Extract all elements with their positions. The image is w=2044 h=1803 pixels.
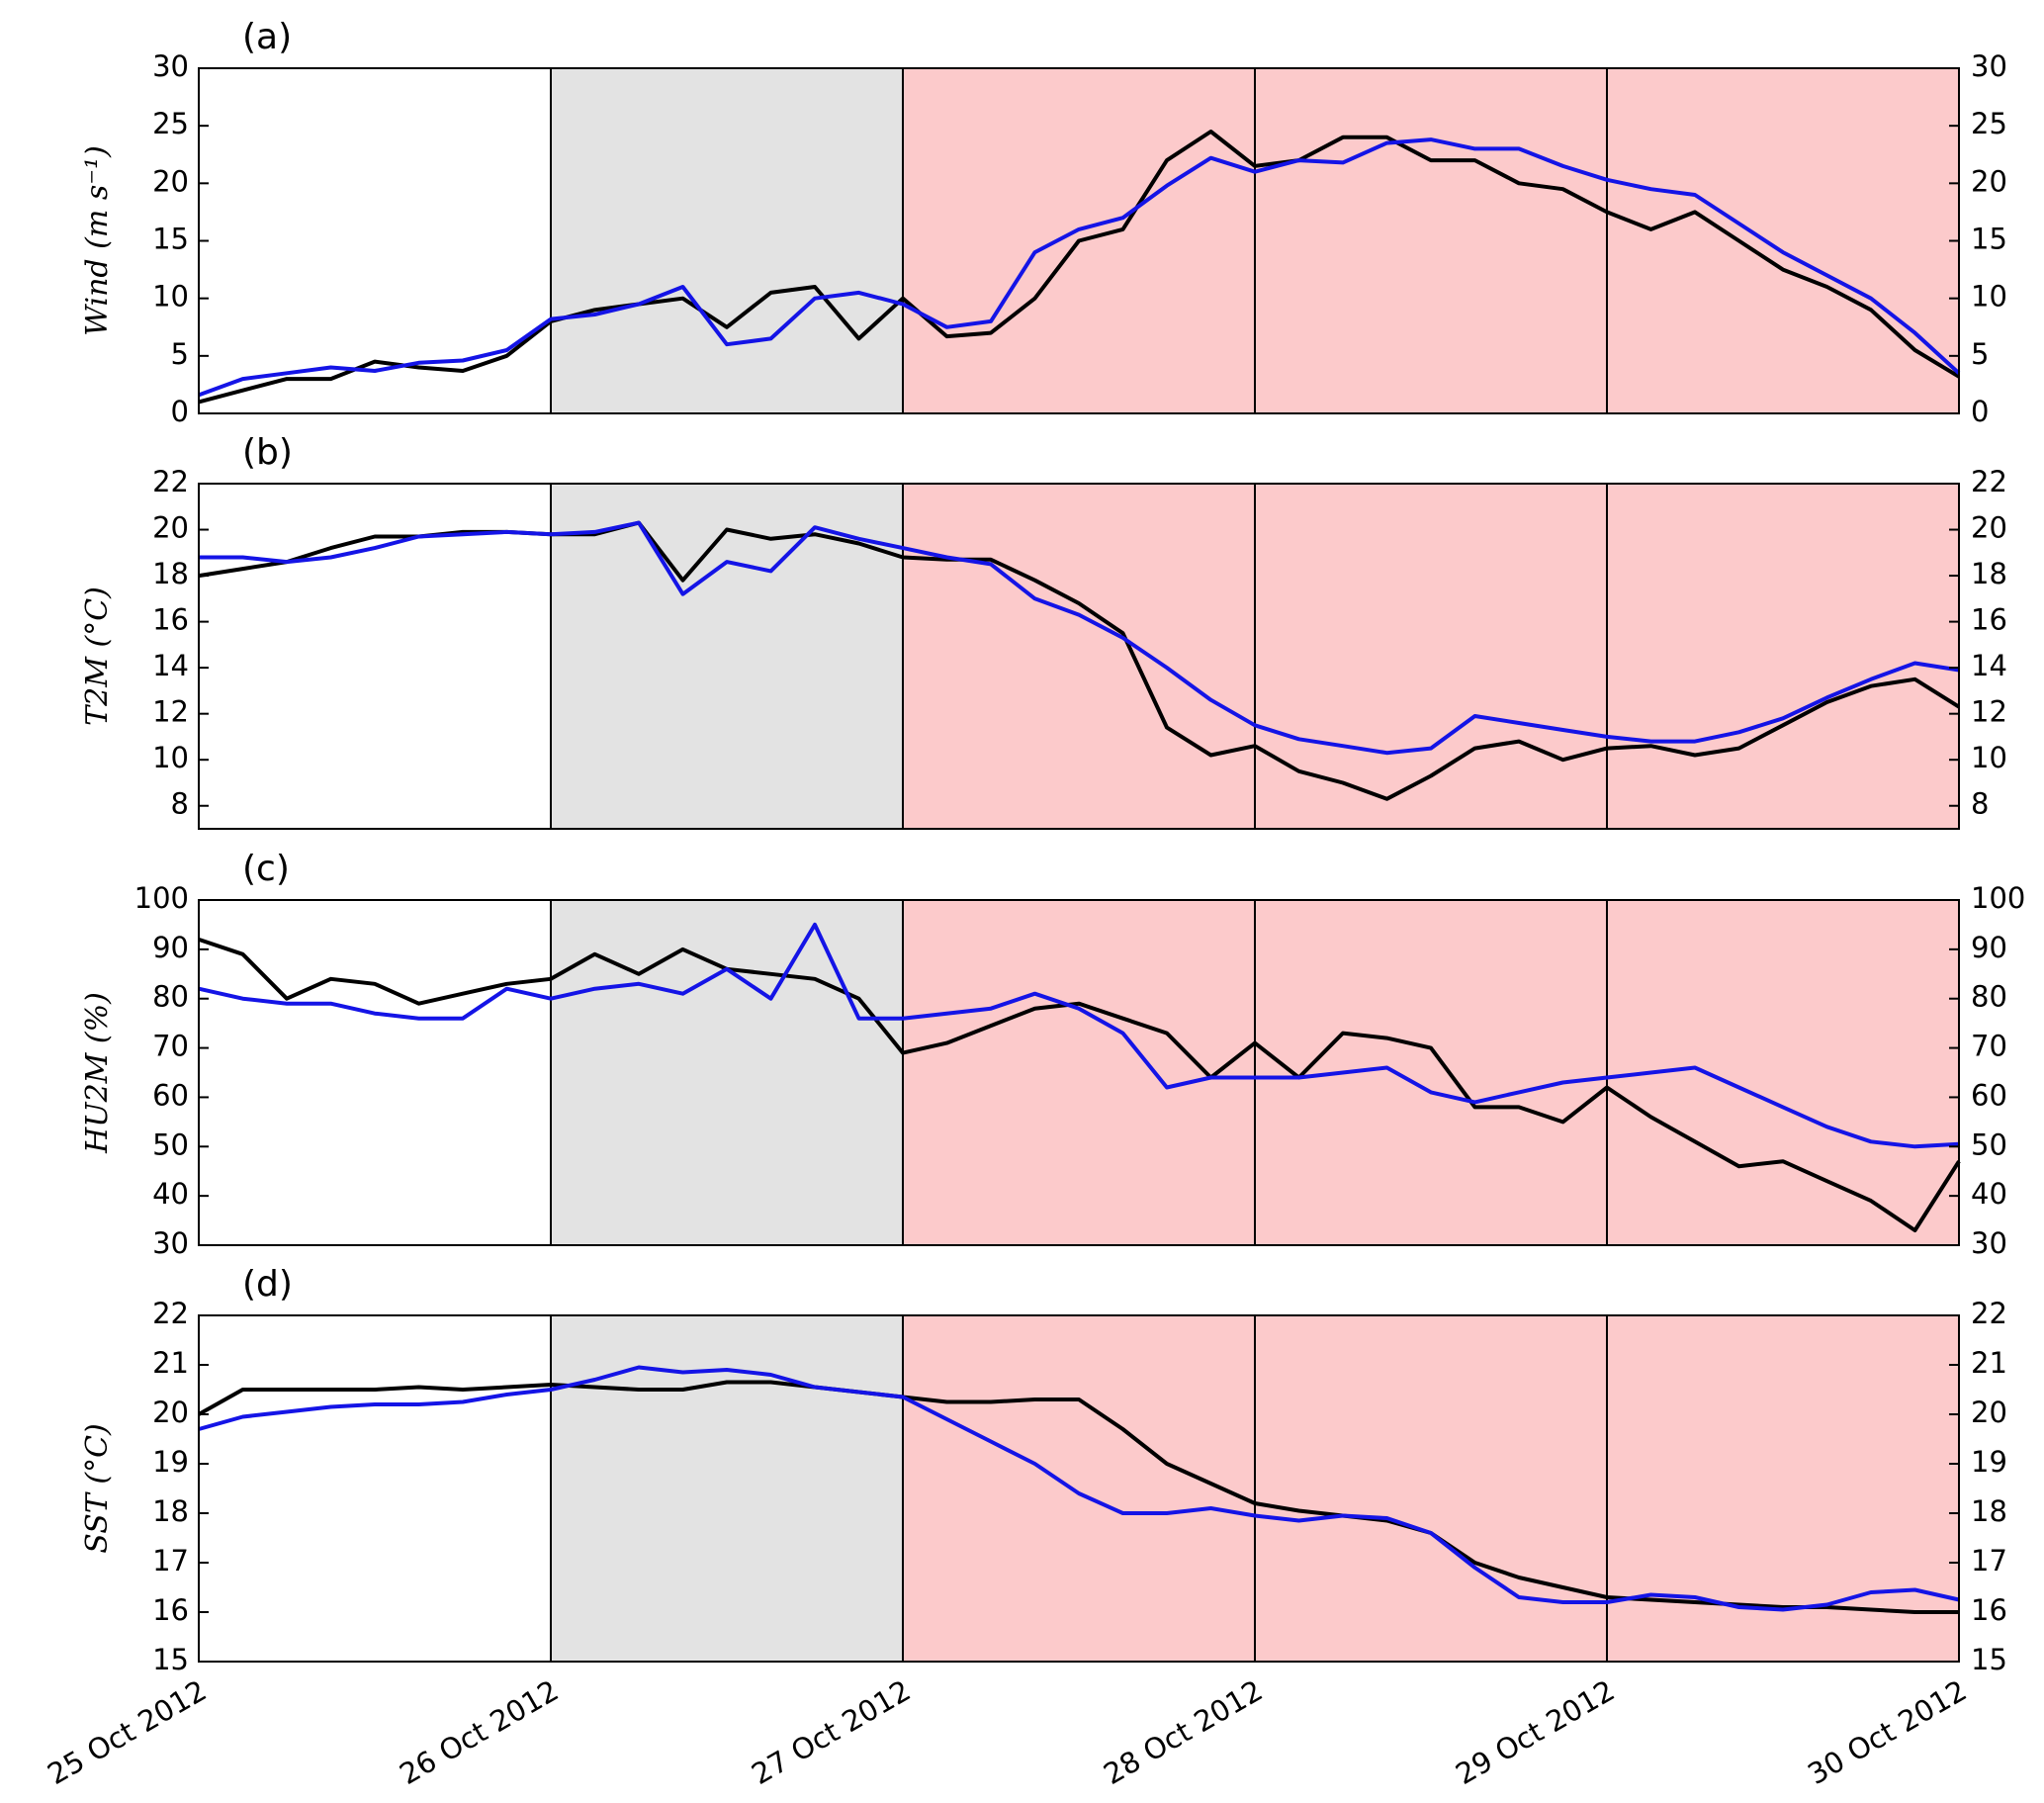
y-tick-label: 22 <box>152 1297 189 1330</box>
y-tick-label: 60 <box>152 1078 189 1112</box>
data-line <box>198 130 1961 405</box>
data-line <box>198 938 1961 1232</box>
y-tick-label: 19 <box>152 1445 189 1479</box>
y2-tick-label: 30 <box>1971 1226 2007 1260</box>
y2-tick-label: 20 <box>1971 511 2007 545</box>
y-axis-label: Wind (m s⁻¹) <box>80 145 115 336</box>
shaded-region <box>903 68 1959 413</box>
shaded-region <box>903 1315 1959 1662</box>
data-line <box>198 137 1961 398</box>
y2-tick-label: 20 <box>1971 164 2007 198</box>
y2-tick-label: 18 <box>1971 557 2007 590</box>
y-tick-label: 100 <box>134 881 189 915</box>
x-tick-label: 27 Oct 2012 <box>746 1673 916 1791</box>
y2-tick-label: 10 <box>1971 741 2007 774</box>
y-axis-label: T2M (°C) <box>80 586 115 726</box>
y-tick-label: 5 <box>171 337 189 371</box>
y2-tick-label: 22 <box>1971 465 2007 498</box>
y-tick-label: 20 <box>152 511 189 545</box>
shaded-region <box>551 900 903 1245</box>
y2-tick-label: 21 <box>1971 1346 2007 1380</box>
y-axis-label: HU2M (%) <box>80 992 115 1154</box>
shaded-region <box>903 900 1959 1245</box>
y2-tick-label: 100 <box>1971 881 2025 915</box>
y2-tick-label: 80 <box>1971 980 2007 1014</box>
y2-tick-label: 25 <box>1971 107 2007 140</box>
y2-tick-label: 12 <box>1971 695 2007 729</box>
y2-tick-label: 16 <box>1971 1593 2007 1627</box>
y-tick-label: 10 <box>152 280 189 314</box>
y-tick-label: 21 <box>152 1346 189 1380</box>
y-tick-label: 90 <box>152 931 189 964</box>
y-tick-label: 18 <box>152 1494 189 1528</box>
y-tick-label: 30 <box>152 1226 189 1260</box>
x-tick-label: 28 Oct 2012 <box>1098 1673 1268 1791</box>
x-tick-label: 29 Oct 2012 <box>1450 1673 1620 1791</box>
y-axis-label: SST (°C) <box>80 1423 115 1553</box>
panel-title: (a) <box>242 17 292 57</box>
y2-tick-label: 50 <box>1971 1127 2007 1161</box>
shaded-region <box>903 484 1959 829</box>
y2-tick-label: 15 <box>1971 1643 2007 1676</box>
panel-title: (b) <box>242 432 293 473</box>
y2-tick-label: 60 <box>1971 1078 2007 1112</box>
panel-title: (d) <box>242 1264 293 1305</box>
y-tick-label: 10 <box>152 741 189 774</box>
y2-tick-label: 22 <box>1971 1297 2007 1330</box>
data-line <box>199 520 1960 756</box>
y-tick-label: 25 <box>152 107 189 140</box>
y-tick-label: 20 <box>152 164 189 198</box>
data-line <box>198 1380 1959 1614</box>
y2-tick-label: 90 <box>1971 931 2007 964</box>
shaded-region <box>551 68 903 413</box>
y-tick-label: 14 <box>152 649 189 682</box>
y2-tick-label: 15 <box>1971 223 2007 256</box>
y-tick-label: 16 <box>152 603 189 637</box>
y2-tick-label: 8 <box>1971 787 1989 821</box>
y-tick-label: 15 <box>152 223 189 256</box>
y2-tick-label: 40 <box>1971 1177 2007 1211</box>
y-tick-label: 70 <box>152 1030 189 1063</box>
y2-tick-label: 10 <box>1971 280 2007 314</box>
y-tick-label: 50 <box>152 1127 189 1161</box>
y-tick-label: 18 <box>152 557 189 590</box>
plot-frame <box>198 483 1960 830</box>
y2-tick-label: 70 <box>1971 1030 2007 1063</box>
y2-tick-label: 30 <box>1971 49 2007 83</box>
y-tick-label: 0 <box>171 395 189 428</box>
panel-title: (c) <box>242 849 290 889</box>
x-tick-label: 30 Oct 2012 <box>1802 1673 1972 1791</box>
data-line <box>198 922 1960 1149</box>
y-tick-label: 40 <box>152 1177 189 1211</box>
y2-tick-label: 17 <box>1971 1544 2007 1578</box>
y2-tick-label: 19 <box>1971 1445 2007 1479</box>
y2-tick-label: 14 <box>1971 649 2007 682</box>
y-tick-label: 30 <box>152 49 189 83</box>
y-tick-label: 80 <box>152 980 189 1014</box>
plot-frame <box>198 899 1960 1246</box>
plot-frame <box>198 1314 1960 1663</box>
y-tick-label: 16 <box>152 1593 189 1627</box>
y-tick-label: 15 <box>152 1643 189 1676</box>
x-tick-label: 25 Oct 2012 <box>42 1673 212 1791</box>
y-tick-label: 22 <box>152 465 189 498</box>
y-tick-label: 12 <box>152 695 189 729</box>
y-tick-label: 20 <box>152 1396 189 1429</box>
y-tick-label: 17 <box>152 1544 189 1578</box>
y-tick-label: 8 <box>171 787 189 821</box>
shaded-region <box>551 1315 903 1662</box>
y2-tick-label: 20 <box>1971 1396 2007 1429</box>
data-line <box>198 1365 1960 1612</box>
y2-tick-label: 0 <box>1971 395 1989 428</box>
x-tick-label: 26 Oct 2012 <box>394 1673 564 1791</box>
y2-tick-label: 18 <box>1971 1494 2007 1528</box>
y2-tick-label: 16 <box>1971 603 2007 637</box>
y2-tick-label: 5 <box>1971 337 1989 371</box>
